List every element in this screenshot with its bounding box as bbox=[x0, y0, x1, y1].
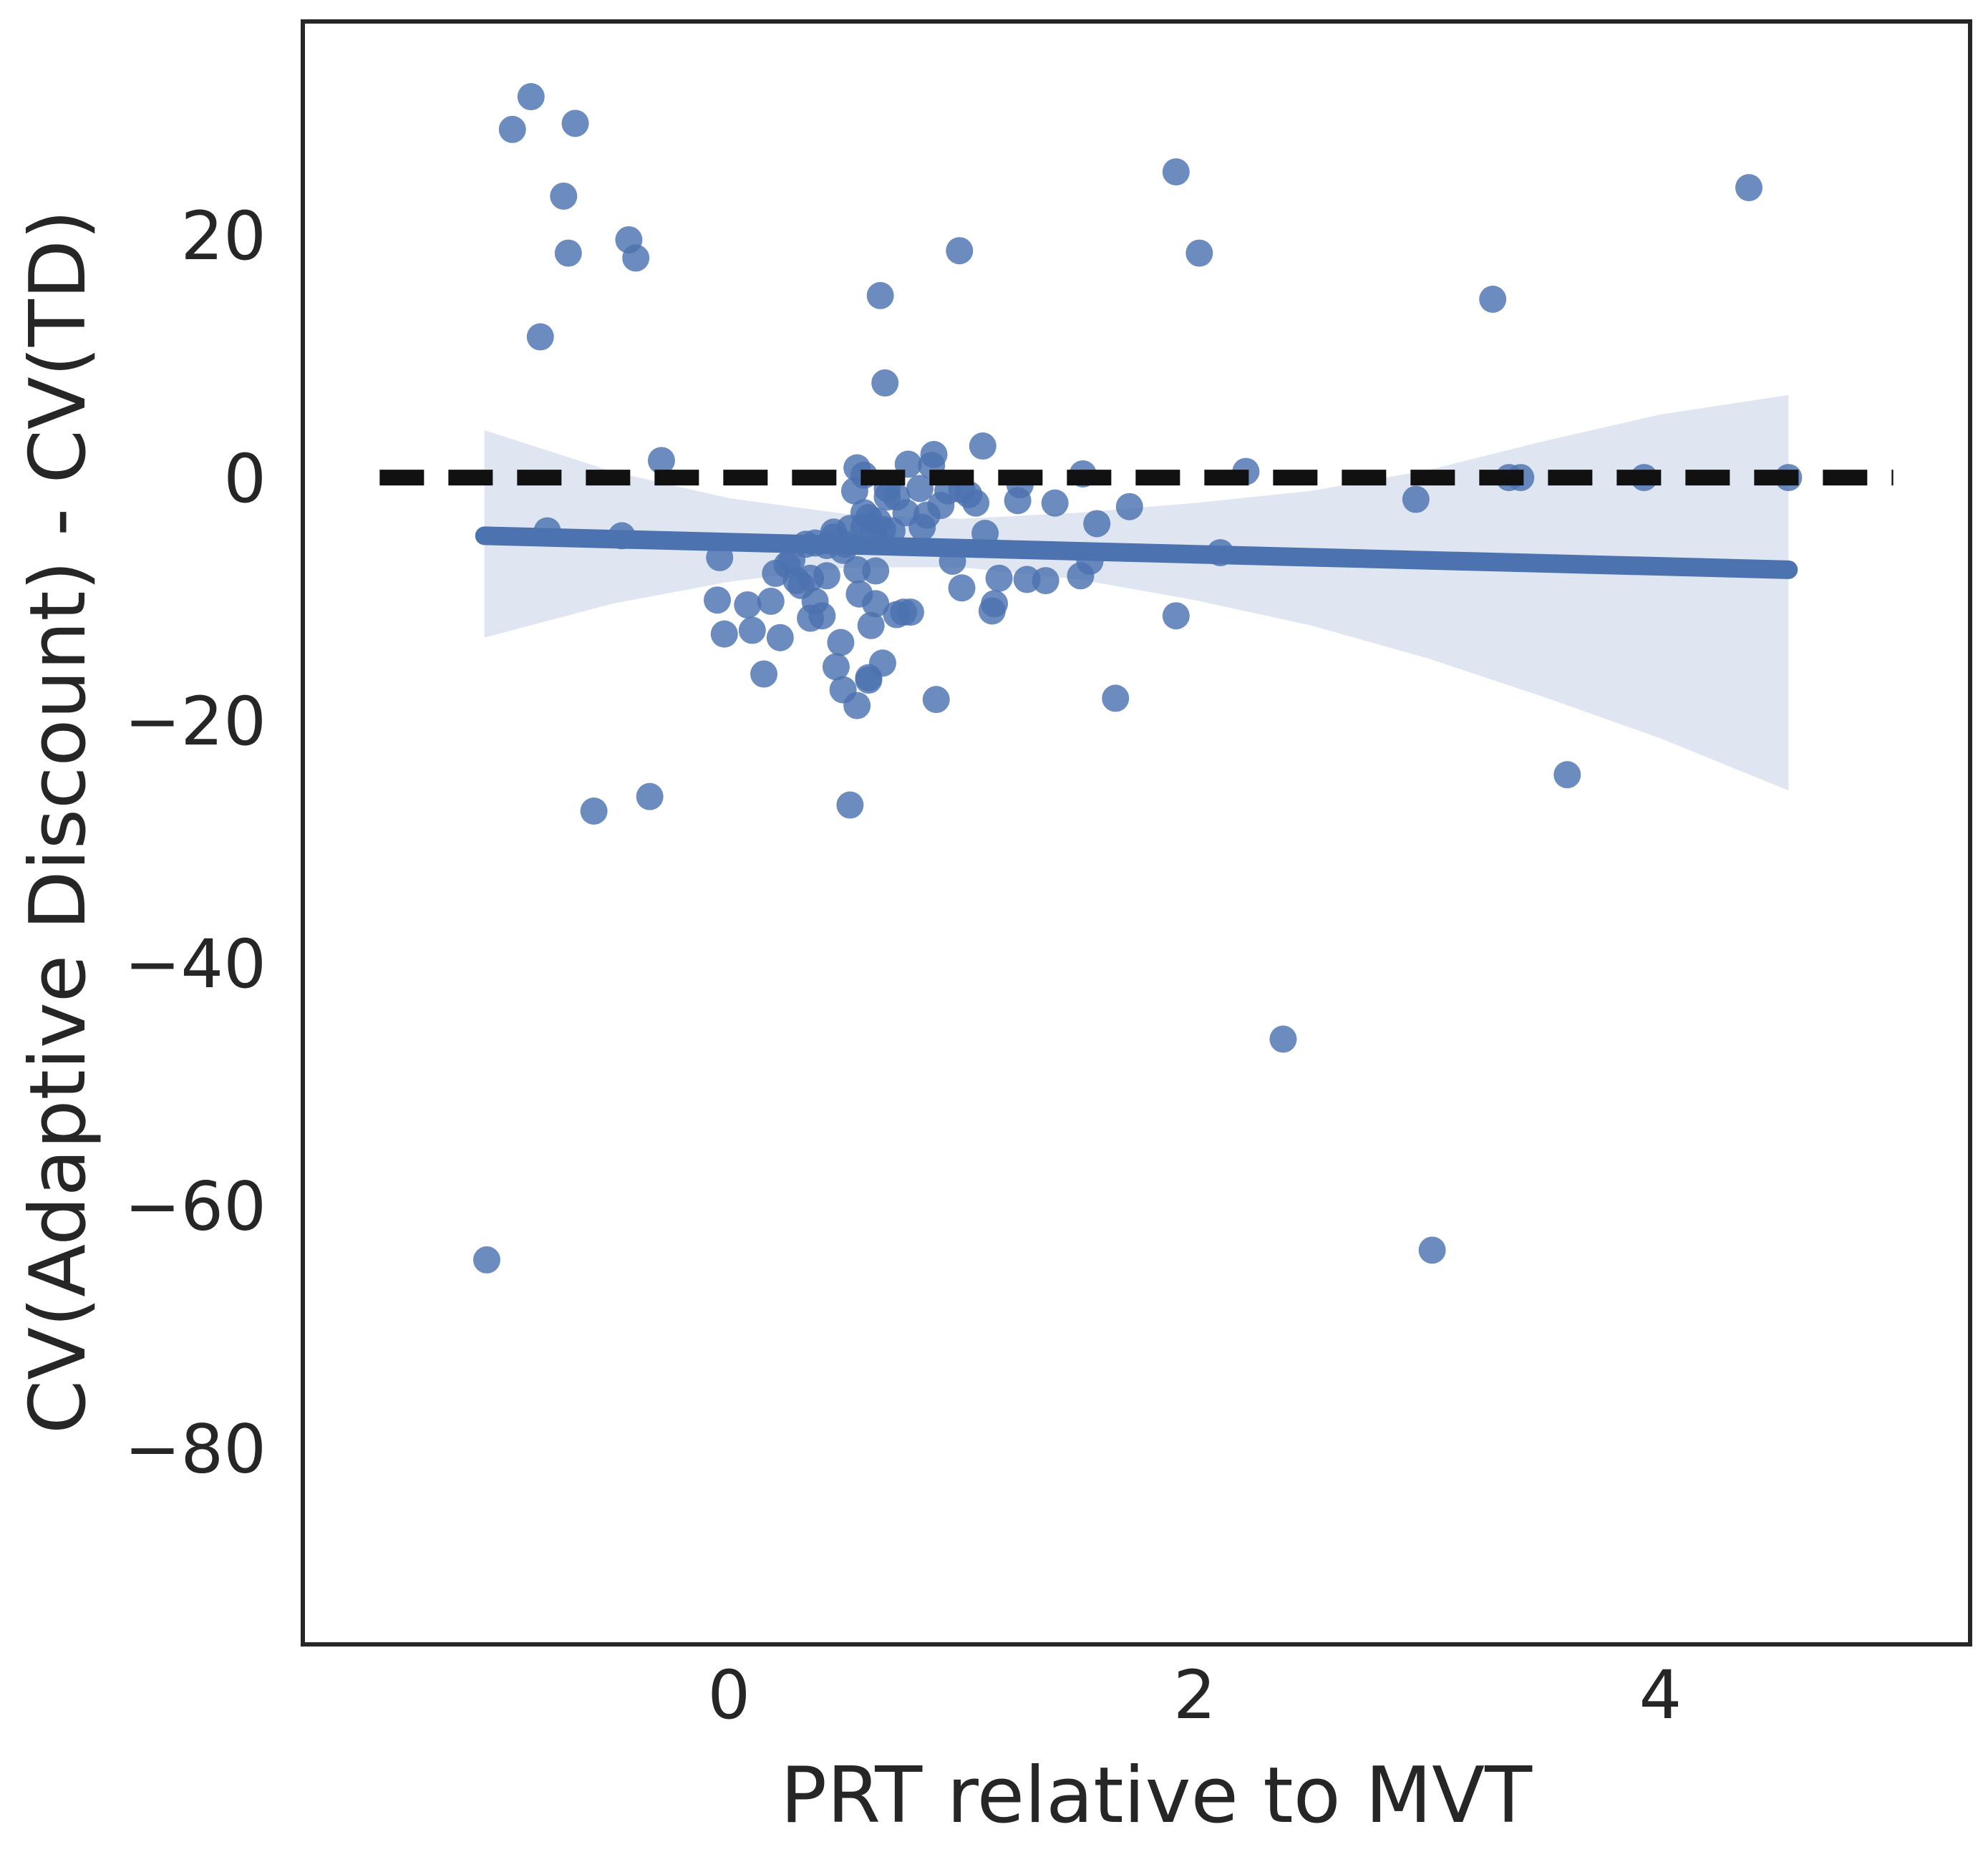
y-tick-label: −80 bbox=[125, 1411, 266, 1489]
scatter-point bbox=[472, 1246, 500, 1274]
scatter-point bbox=[836, 791, 864, 819]
scatter-point bbox=[710, 620, 738, 648]
scatter-point bbox=[1185, 239, 1213, 267]
scatter-point bbox=[1102, 684, 1130, 712]
scatter-point bbox=[862, 590, 890, 618]
scatter-point bbox=[561, 110, 589, 137]
plot-frame bbox=[301, 19, 1972, 1647]
scatter-point bbox=[757, 587, 785, 615]
scatter-point bbox=[922, 686, 950, 714]
y-tick-label: −60 bbox=[125, 1168, 266, 1246]
regression-line bbox=[475, 526, 1798, 579]
scatter-point bbox=[1041, 489, 1069, 517]
scatter-point bbox=[1162, 158, 1190, 186]
scatter-point bbox=[822, 653, 850, 681]
y-tick-label: 20 bbox=[180, 198, 266, 276]
scatter-point bbox=[981, 590, 1009, 618]
scatter-point bbox=[738, 616, 766, 644]
confidence-band-layer bbox=[484, 394, 1789, 791]
scatter-point bbox=[1402, 485, 1430, 513]
x-tick-labels: 0 2 4 bbox=[707, 1657, 1682, 1735]
scatter-point bbox=[1032, 567, 1060, 595]
scatter-point bbox=[797, 564, 825, 592]
scatter-point bbox=[906, 475, 934, 503]
scatter-point bbox=[946, 237, 974, 265]
x-axis-label: PRT relative to MVT bbox=[780, 1751, 1533, 1841]
scatter-point bbox=[1004, 487, 1032, 515]
scatter-point bbox=[1418, 1236, 1446, 1264]
scatter-point bbox=[862, 557, 890, 585]
scatter-point bbox=[517, 83, 545, 111]
scatter-point bbox=[580, 797, 608, 825]
regression-line-layer bbox=[475, 526, 1798, 579]
confidence-band bbox=[484, 394, 1789, 791]
y-axis-label: CV(Adaptive Discount) - CV(TD) bbox=[14, 210, 103, 1434]
scatter-point bbox=[647, 447, 675, 475]
scatter-point bbox=[766, 624, 794, 651]
scatter-point bbox=[750, 660, 778, 688]
scatter-point bbox=[808, 602, 836, 630]
scatter-point bbox=[892, 499, 920, 527]
y-tick-label: −40 bbox=[125, 926, 266, 1004]
scatter-point bbox=[526, 323, 554, 351]
scatter-point bbox=[1083, 510, 1111, 538]
y-tick-label: 0 bbox=[223, 440, 266, 518]
scatter-point bbox=[550, 182, 578, 210]
scatter-point bbox=[734, 591, 762, 619]
y-tick-label: −20 bbox=[125, 683, 266, 761]
x-tick-label: 0 bbox=[707, 1657, 750, 1735]
scatter-point bbox=[857, 611, 885, 639]
scatter-point bbox=[871, 369, 899, 397]
scatter-point bbox=[969, 432, 997, 460]
scatter-point bbox=[622, 244, 650, 272]
scatter-point bbox=[827, 629, 855, 656]
scatter-point bbox=[866, 281, 894, 309]
scatter-point bbox=[703, 586, 731, 614]
scatter-point bbox=[1269, 1025, 1297, 1053]
scatter-point bbox=[1067, 562, 1095, 590]
scatter-point bbox=[1553, 761, 1581, 789]
scatter-point bbox=[1735, 174, 1762, 202]
scatter-point bbox=[985, 564, 1013, 592]
x-tick-label: 2 bbox=[1173, 1657, 1216, 1735]
scatter-point bbox=[850, 499, 878, 527]
y-tick-labels: −80 −60 −40 −20 0 20 bbox=[125, 198, 266, 1488]
x-tick-label: 4 bbox=[1639, 1657, 1682, 1735]
scatter-point bbox=[498, 115, 526, 143]
scatter-point bbox=[896, 598, 924, 626]
scatter-point bbox=[1479, 285, 1507, 313]
scatter-point bbox=[636, 782, 664, 810]
scatter-point bbox=[1162, 602, 1190, 630]
scatter-point bbox=[948, 574, 976, 602]
scatter-point bbox=[554, 239, 582, 267]
scatter-point bbox=[829, 676, 857, 704]
scatter-point bbox=[868, 649, 896, 677]
scatter-point bbox=[1115, 493, 1143, 520]
